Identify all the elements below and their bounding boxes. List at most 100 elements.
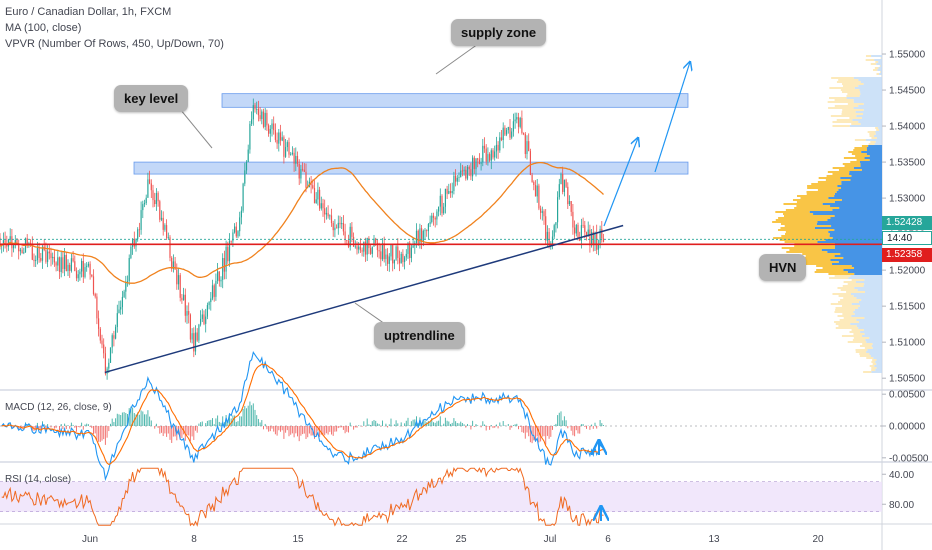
ma-legend[interactable]: MA (100, close): [5, 22, 82, 34]
volume-profile-bar: [876, 129, 880, 131]
volume-profile-bar: [830, 205, 882, 207]
macd-legend[interactable]: MACD (12, 26, close, 9): [5, 402, 112, 413]
candle: [579, 237, 581, 241]
macd-histogram-bar: [393, 424, 395, 426]
volume-profile-bar: [851, 303, 882, 305]
vpvr-legend[interactable]: VPVR (Number Of Rows, 450, Up/Down, 70): [5, 38, 224, 50]
candle: [487, 154, 489, 162]
candle: [62, 257, 64, 269]
macd-histogram-bar: [339, 426, 341, 428]
uptrendline-callout[interactable]: uptrendline: [374, 322, 465, 349]
candle: [268, 125, 270, 134]
macd-histogram-bar: [395, 420, 397, 426]
macd-histogram-bar: [261, 420, 263, 426]
candle: [279, 132, 282, 141]
candle: [429, 221, 431, 225]
macd-signal-line: [1, 363, 604, 466]
candle: [415, 230, 418, 243]
volume-profile-bar: [838, 189, 882, 191]
volume-profile-bar: [841, 113, 864, 115]
volume-profile-bar: [864, 317, 882, 319]
candle: [463, 169, 465, 172]
candle: [584, 225, 586, 233]
candle: [504, 127, 506, 135]
candle: [325, 212, 327, 215]
macd-histogram-bar: [594, 422, 596, 426]
volume-profile-bar: [832, 237, 882, 239]
macd-histogram-bar: [113, 421, 115, 426]
macd-histogram-bar: [378, 423, 380, 426]
macd-histogram-bar: [111, 418, 113, 426]
macd-histogram-bar: [404, 423, 406, 426]
candle: [334, 227, 336, 231]
volume-profile-bar: [861, 299, 882, 301]
macd-histogram-bar: [582, 424, 584, 426]
candle: [475, 158, 477, 170]
volume-profile-bar: [835, 245, 882, 247]
macd-histogram-bar: [541, 426, 543, 437]
candle: [35, 260, 37, 262]
candle: [356, 246, 358, 250]
volume-profile-bar: [873, 357, 882, 359]
macd-histogram-bar: [137, 412, 139, 426]
candle: [101, 340, 103, 345]
supply-zone-callout[interactable]: supply zone: [451, 19, 547, 46]
macd-histogram-bar: [552, 426, 553, 430]
volume-profile-bar: [780, 227, 815, 229]
volume-profile-bar: [859, 345, 872, 347]
candle: [135, 239, 137, 247]
volume-profile-bar: [865, 339, 882, 341]
volume-profile-bar: [792, 199, 842, 201]
candle: [183, 294, 185, 301]
macd-histogram-bar: [353, 426, 355, 430]
volume-profile-bar: [879, 65, 881, 67]
symbol-title[interactable]: Euro / Canadian Dollar, 1h, FXCM: [5, 6, 172, 18]
volume-profile-bar: [843, 257, 882, 259]
candle: [264, 112, 266, 127]
volume-profile-bar: [859, 95, 882, 97]
volume-profile-bar: [778, 229, 835, 231]
macd-histogram-bar: [149, 416, 151, 426]
volume-profile-bar: [829, 87, 855, 89]
macd-histogram-bar: [427, 421, 429, 426]
macd-histogram-bar: [511, 426, 513, 428]
candle: [305, 171, 307, 188]
macd-histogram-bar: [366, 418, 368, 426]
volume-profile-bar: [828, 107, 854, 109]
volume-profile-bar: [826, 175, 852, 177]
volume-profile-bar: [869, 159, 882, 161]
candle: [69, 264, 71, 271]
candle: [65, 254, 67, 272]
candle: [269, 128, 271, 134]
macd-histogram-bar: [558, 412, 560, 426]
candle: [354, 246, 356, 248]
macd-histogram-bar: [363, 421, 365, 426]
macd-histogram-bar: [436, 421, 438, 426]
candle: [273, 123, 275, 131]
volume-profile-bar: [859, 321, 882, 323]
volume-profile-bar: [858, 327, 882, 329]
key-level-callout[interactable]: key level: [114, 85, 189, 112]
volume-profile-bar: [817, 189, 839, 191]
volume-profile-bar: [838, 325, 857, 327]
macd-histogram-bar: [382, 420, 383, 426]
candle: [179, 275, 181, 298]
volume-profile-bar: [825, 179, 851, 181]
candle: [113, 335, 115, 339]
macd-histogram-bar: [373, 419, 375, 426]
macd-histogram-bar: [271, 426, 273, 429]
candle: [380, 251, 382, 260]
volume-profile-bar: [840, 289, 858, 291]
macd-histogram-bar: [81, 422, 83, 426]
macd-histogram-bar: [303, 426, 305, 434]
macd-histogram-bar: [104, 426, 106, 445]
volume-profile-bar: [847, 283, 865, 285]
hvn-callout[interactable]: HVN: [759, 254, 807, 281]
volume-profile-bar: [860, 331, 882, 333]
macd-histogram-bar: [157, 426, 159, 428]
volume-profile-bar: [850, 323, 882, 325]
rsi-legend[interactable]: RSI (14, close): [5, 474, 72, 485]
candle: [577, 224, 579, 238]
candle: [514, 119, 516, 122]
